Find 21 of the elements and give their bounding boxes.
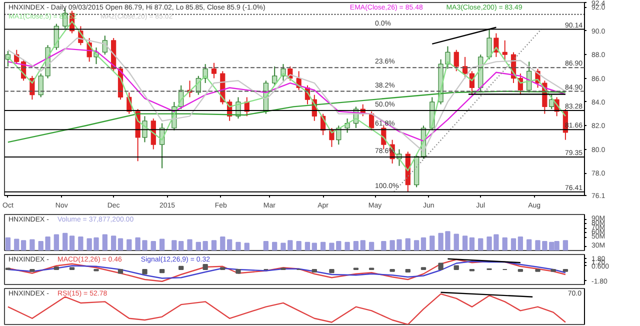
candlestick [486, 28, 492, 60]
bar [329, 269, 334, 274]
bar [118, 269, 124, 274]
bar [454, 265, 459, 270]
bar [312, 269, 317, 272]
line-series [7, 48, 566, 142]
bar [142, 269, 148, 274]
bar [202, 264, 208, 270]
candlestick [454, 49, 459, 72]
bar [54, 266, 60, 270]
bar [405, 269, 410, 272]
bar [159, 269, 165, 274]
bar [178, 266, 184, 270]
bar [438, 262, 444, 270]
bar [236, 269, 241, 274]
candlestick [211, 62, 217, 79]
candlestick [502, 40, 508, 62]
line-series [7, 90, 566, 143]
candlestick [549, 94, 554, 110]
candlestick [272, 66, 278, 86]
candlestick [462, 56, 468, 79]
